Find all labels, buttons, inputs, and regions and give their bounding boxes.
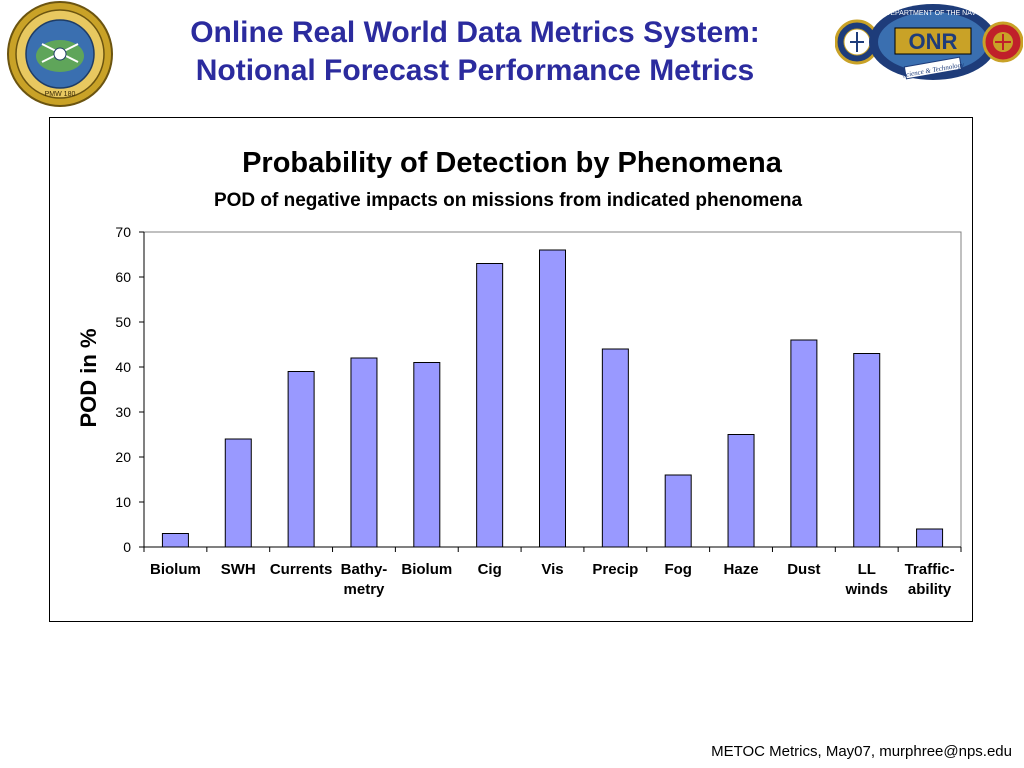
bar: [664, 474, 692, 548]
bar: [601, 348, 629, 548]
y-tick-label: 60: [115, 269, 131, 285]
slide-title: Online Real World Data Metrics System: N…: [120, 14, 830, 90]
bar: [539, 249, 566, 548]
pmw-seal-logo: PMW 180: [7, 1, 113, 107]
y-tick-label: 10: [115, 494, 131, 510]
x-tick-label: Vis: [541, 561, 563, 578]
x-tick-label: Currents: [270, 561, 333, 578]
bar: [790, 339, 818, 548]
x-tick-label: Precip: [592, 561, 638, 578]
slide-title-line1: Online Real World Data Metrics System:: [190, 16, 760, 49]
y-tick-label: 30: [115, 404, 131, 420]
x-tick-label: Biolum: [401, 561, 452, 578]
bar: [287, 371, 315, 548]
x-tick-label: Fog: [664, 561, 692, 578]
bar: [727, 434, 755, 548]
onr-logo: DEPARTMENT OF THE NAVY ONR Science & Tec…: [835, 4, 1023, 80]
x-tick-label: winds: [844, 581, 888, 598]
y-tick-label: 20: [115, 449, 131, 465]
bar-chart: Probability of Detection by Phenomena PO…: [76, 147, 962, 598]
svg-text:DEPARTMENT OF THE NAVY: DEPARTMENT OF THE NAVY: [885, 10, 981, 17]
x-tick-label: Cig: [478, 561, 502, 578]
plot-area: 0 10 20 30 40 50 60 70 Biolum SWH Currents Bathy-me…: [115, 224, 962, 598]
x-tick-label: Bathy-: [341, 561, 388, 578]
y-tick-label: 70: [115, 224, 131, 240]
y-tick-label: 40: [115, 359, 131, 375]
x-tick-label: Haze: [724, 561, 759, 578]
bar: [476, 263, 504, 548]
chart-title: Probability of Detection by Phenomena: [242, 147, 783, 179]
bar: [916, 528, 944, 548]
chart-subtitle: POD of negative impacts on missions from…: [214, 190, 802, 211]
bar: [350, 357, 378, 548]
x-tick-label: Biolum: [150, 561, 201, 578]
slide-title-line2: Notional Forecast Performance Metrics: [195, 54, 755, 87]
x-tick-label: Traffic-: [905, 561, 955, 578]
bar: [853, 353, 881, 548]
svg-text:ONR: ONR: [909, 29, 958, 54]
y-axis-label: POD in %: [76, 328, 101, 427]
bar: [161, 533, 189, 548]
bar: [413, 362, 441, 548]
bar: [224, 438, 252, 548]
y-tick-label: 0: [123, 539, 131, 555]
footer-text: METOC Metrics, May07, murphree@nps.edu: [711, 743, 1012, 760]
seal-lettering: PMW 180: [45, 91, 76, 98]
x-tick-label: LL: [858, 561, 876, 578]
x-tick-label: Dust: [787, 561, 820, 578]
y-tick-label: 50: [115, 314, 131, 330]
x-tick-label: metry: [344, 581, 386, 598]
x-tick-label: SWH: [221, 561, 256, 578]
x-tick-label: ability: [908, 581, 952, 598]
chart-container: Probability of Detection by Phenomena PO…: [49, 117, 973, 622]
